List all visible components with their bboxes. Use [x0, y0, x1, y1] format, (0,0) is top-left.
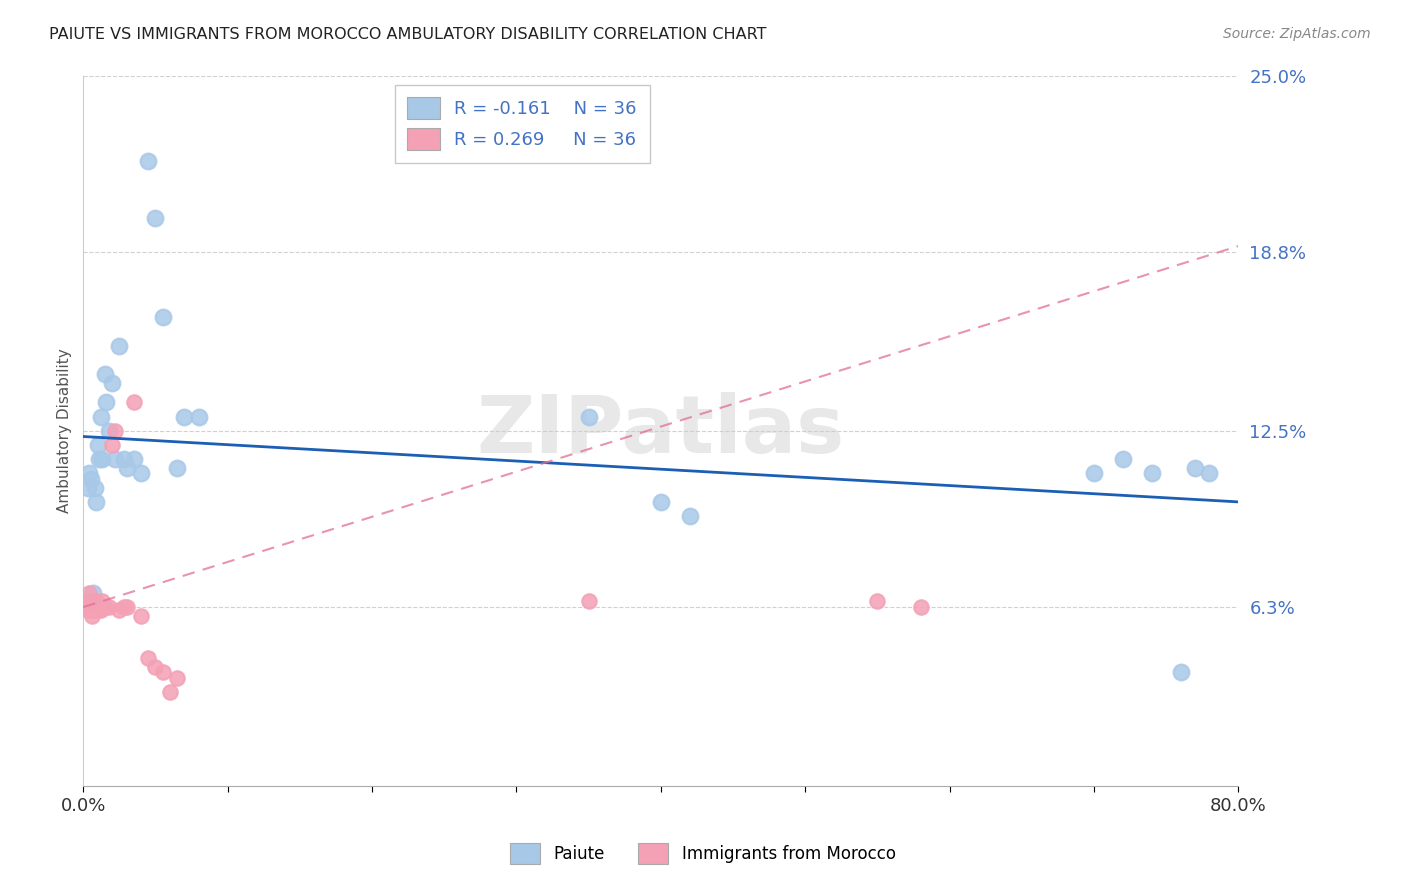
Point [104, 452, 127, 467]
Point [91, 452, 114, 467]
Point [910, 600, 932, 615]
Point [159, 685, 181, 699]
Point [83, 603, 105, 617]
Point [87, 603, 110, 617]
Point [101, 438, 124, 452]
Point [87, 438, 110, 452]
Point [101, 376, 124, 390]
Point [98, 600, 121, 615]
Text: ZIPatlas: ZIPatlas [477, 392, 845, 470]
Point [1112, 452, 1135, 467]
Point [96, 395, 118, 409]
Point [89, 452, 111, 467]
Point [866, 594, 889, 608]
Point [166, 460, 188, 475]
Legend: R = -0.161    N = 36, R = 0.269     N = 36: R = -0.161 N = 36, R = 0.269 N = 36 [395, 85, 650, 163]
Point [578, 409, 600, 424]
Point [79, 594, 101, 608]
Point [136, 153, 159, 168]
Point [104, 424, 127, 438]
Point [650, 495, 672, 509]
Point [76, 594, 98, 608]
Point [187, 409, 209, 424]
Y-axis label: Ambulatory Disability: Ambulatory Disability [58, 349, 72, 513]
Point [145, 659, 167, 673]
Point [115, 460, 138, 475]
Point [1184, 460, 1206, 475]
Point [79, 600, 101, 615]
Point [82, 586, 104, 600]
Point [1083, 467, 1105, 481]
Point [76, 603, 98, 617]
Point [82, 594, 104, 608]
Point [112, 452, 135, 467]
Point [75, 594, 97, 608]
Point [129, 608, 152, 623]
Point [1140, 467, 1163, 481]
Point [90, 603, 112, 617]
Point [80, 603, 103, 617]
Point [679, 509, 702, 524]
Point [89, 600, 111, 615]
Point [77, 467, 100, 481]
Point [98, 424, 121, 438]
Point [108, 603, 131, 617]
Point [112, 600, 135, 615]
Point [80, 594, 103, 608]
Point [80, 608, 103, 623]
Point [83, 481, 105, 495]
Point [91, 594, 114, 608]
Point [108, 338, 131, 352]
Point [129, 467, 152, 481]
Point [75, 600, 97, 615]
Point [115, 600, 138, 615]
Point [578, 594, 600, 608]
Point [77, 586, 100, 600]
Point [84, 594, 107, 608]
Point [145, 211, 167, 225]
Legend: Paiute, Immigrants from Morocco: Paiute, Immigrants from Morocco [503, 837, 903, 871]
Point [79, 472, 101, 486]
Point [152, 310, 174, 325]
Text: PAIUTE VS IMMIGRANTS FROM MOROCCO AMBULATORY DISABILITY CORRELATION CHART: PAIUTE VS IMMIGRANTS FROM MOROCCO AMBULA… [49, 27, 766, 42]
Point [77, 597, 100, 611]
Point [173, 409, 195, 424]
Point [1170, 665, 1192, 680]
Point [166, 671, 188, 685]
Point [94, 367, 117, 381]
Point [152, 665, 174, 680]
Point [136, 651, 159, 665]
Point [122, 395, 145, 409]
Point [94, 600, 117, 615]
Text: Source: ZipAtlas.com: Source: ZipAtlas.com [1223, 27, 1371, 41]
Point [1198, 467, 1220, 481]
Point [82, 600, 104, 615]
Point [84, 495, 107, 509]
Point [76, 481, 98, 495]
Point [90, 409, 112, 424]
Point [122, 452, 145, 467]
Point [83, 600, 105, 615]
